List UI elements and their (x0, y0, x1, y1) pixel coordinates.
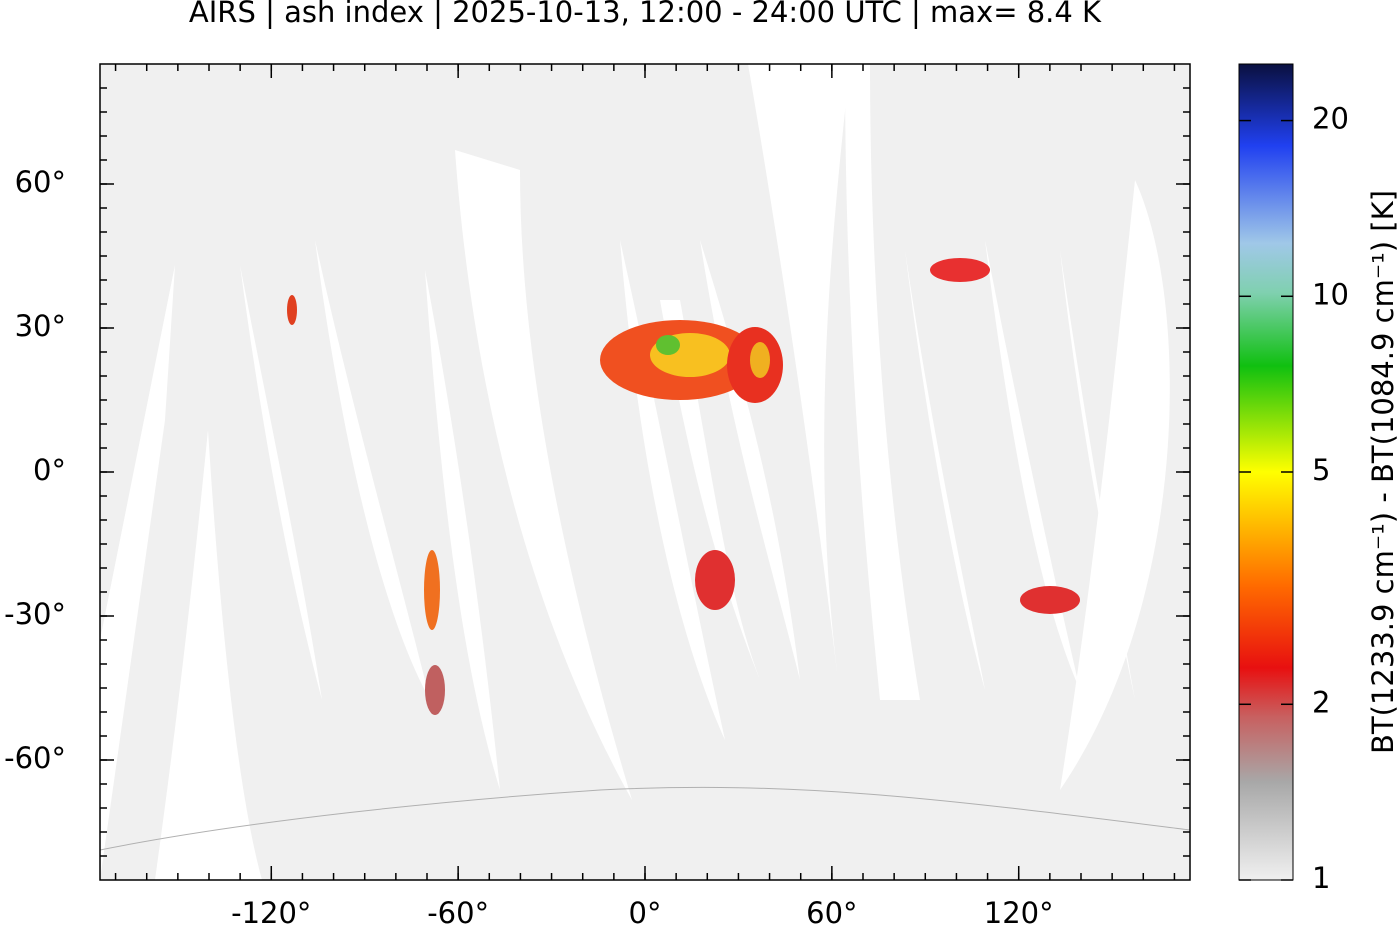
x-tick-label: -120° (231, 896, 311, 930)
x-tick-label: 0° (629, 896, 662, 930)
y-tick-label: -30° (4, 597, 66, 631)
colorbar-tick-label: 5 (1312, 453, 1330, 487)
colorbar-tick-label: 2 (1312, 685, 1330, 719)
y-tick-label: 60° (15, 165, 66, 199)
map-background (100, 64, 1190, 880)
x-tick-label: -60° (427, 896, 489, 930)
y-tick-label: 30° (15, 309, 66, 343)
map (100, 64, 1190, 880)
colorbar-tick-label: 10 (1312, 277, 1349, 311)
coastline (100, 786, 1190, 851)
x-tick-label: 60° (806, 896, 857, 930)
x-tick-label: 120° (984, 896, 1054, 930)
y-tick-label: 0° (33, 453, 66, 487)
ash-detections (287, 258, 1080, 715)
colorbar-tick-label: 1 (1312, 861, 1330, 895)
colorbar-tick-label: 20 (1312, 102, 1349, 136)
swath-gaps (100, 64, 1170, 880)
y-tick-label: -60° (4, 741, 66, 775)
colorbar-label: BT(1233.9 cm⁻¹) - BT(1084.9 cm⁻¹) [K] (1366, 190, 1400, 754)
chart-title: AIRS | ash index | 2025-10-13, 12:00 - 2… (189, 0, 1102, 29)
